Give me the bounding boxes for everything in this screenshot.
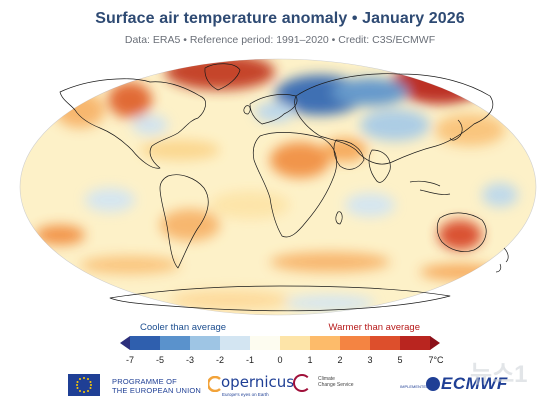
- colorbar-cell: [190, 336, 221, 350]
- colorbar-tick-label: -2: [215, 355, 225, 365]
- eu-line-2: THE EUROPEAN UNION: [112, 386, 202, 395]
- colorbar-ticks: -7 -5 -3 -2 -1 0 1 2 3 5 7°C: [0, 355, 560, 369]
- colorbar-arrow-left: [120, 336, 130, 350]
- colorbar-cell: [340, 336, 371, 350]
- ecmwf-wordmark: ECMWF: [441, 374, 508, 393]
- colorbar-tick-label: -5: [155, 355, 165, 365]
- news1-watermark: 뉴스1: [470, 361, 528, 388]
- legend-cooler-label: Cooler than average: [140, 322, 227, 333]
- colorbar-tick-label: 5: [397, 355, 403, 365]
- colorbar-arrow-right: [430, 336, 440, 350]
- legend-warmer-label: Warmer than average: [328, 322, 420, 333]
- colorbar-tick-label: 0: [277, 355, 283, 365]
- climate-change-service-icon: [293, 374, 311, 392]
- ecmwf-globe-icon: [426, 377, 440, 391]
- colorbar: [120, 336, 440, 350]
- eu-flag-icon: [68, 374, 100, 396]
- c3s-text: Climate Change Service: [318, 376, 354, 388]
- colorbar-tick-label: -7: [125, 355, 135, 365]
- colorbar-cell: [220, 336, 251, 350]
- page-title: Surface air temperature anomaly • Januar…: [95, 10, 465, 27]
- colorbar-tick-label: 7°C: [428, 355, 444, 365]
- c3s-line-2: Change Service: [318, 382, 354, 388]
- eu-line-1: PROGRAMME OF: [112, 377, 177, 386]
- colorbar-tick-label: -3: [185, 355, 195, 365]
- colorbar-tick-label: 3: [367, 355, 373, 365]
- colorbar-cell: [400, 336, 431, 350]
- copernicus-tagline: Europe's eyes on Earth: [222, 392, 269, 397]
- copernicus-c-icon: [208, 376, 221, 392]
- copernicus-wordmark: opernicus: [221, 373, 295, 391]
- colorbar-tick-label: 1: [307, 355, 313, 365]
- implemented-by-text: IMPLEMENTED BY: [400, 384, 436, 389]
- footer-logos: PROGRAMME OF THE EUROPEAN UNION opernicu…: [0, 368, 560, 406]
- colorbar-cell: [250, 336, 281, 350]
- colorbar-tick-label: -1: [245, 355, 255, 365]
- colorbar-cell: [310, 336, 341, 350]
- colorbar-tick-label: 2: [337, 355, 343, 365]
- colorbar-cell: [370, 336, 401, 350]
- colorbar-cell: [130, 336, 161, 350]
- colorbar-cell: [280, 336, 311, 350]
- coastlines: [59, 63, 509, 312]
- eu-programme-text: PROGRAMME OF THE EUROPEAN UNION: [112, 377, 201, 395]
- page-subtitle: Data: ERA5 • Reference period: 1991–2020…: [124, 34, 436, 46]
- colorbar-cell: [160, 336, 191, 350]
- c3s-line-1: Climate: [318, 376, 335, 382]
